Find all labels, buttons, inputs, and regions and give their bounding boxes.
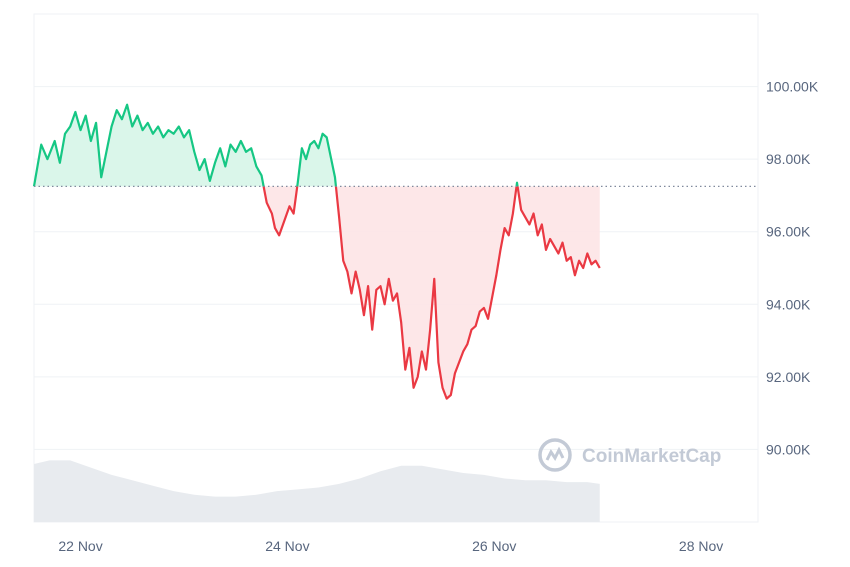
coinmarketcap-logo-icon — [538, 438, 572, 472]
down-line-segment — [334, 186, 518, 400]
up-line-segment — [32, 103, 265, 187]
down-area-fill — [263, 186, 298, 236]
up-line-segment — [515, 181, 519, 187]
x-tick-label: 22 Nov — [58, 538, 102, 554]
up-area-fill — [297, 133, 336, 187]
y-tick-label: 94.00K — [766, 296, 811, 312]
x-tick-label: 28 Nov — [679, 538, 723, 554]
volume-area — [34, 460, 600, 522]
watermark: CoinMarketCap — [538, 438, 721, 472]
y-tick-label: 92.00K — [766, 369, 811, 385]
down-line-segment — [516, 186, 601, 277]
y-tick-label: 100.00K — [766, 79, 819, 95]
y-tick-label: 90.00K — [766, 441, 811, 457]
y-axis-labels: 100.00K 98.00K 96.00K 94.00K 92.00K 90.00K — [766, 79, 819, 458]
up-line-segment — [296, 132, 338, 187]
down-area-fill — [517, 186, 600, 276]
y-tick-label: 96.00K — [766, 224, 811, 240]
x-tick-label: 26 Nov — [472, 538, 516, 554]
watermark-text: CoinMarketCap — [582, 446, 721, 467]
y-tick-label: 98.00K — [766, 151, 811, 167]
x-axis-labels: 22 Nov 24 Nov 26 Nov 28 Nov — [58, 538, 723, 554]
down-area-fill — [335, 186, 517, 399]
volume-area-shape — [34, 460, 600, 522]
down-line-segment — [262, 186, 299, 237]
price-area-fills — [34, 104, 600, 399]
price-line-segments — [32, 103, 601, 400]
x-tick-label: 24 Nov — [265, 538, 309, 554]
